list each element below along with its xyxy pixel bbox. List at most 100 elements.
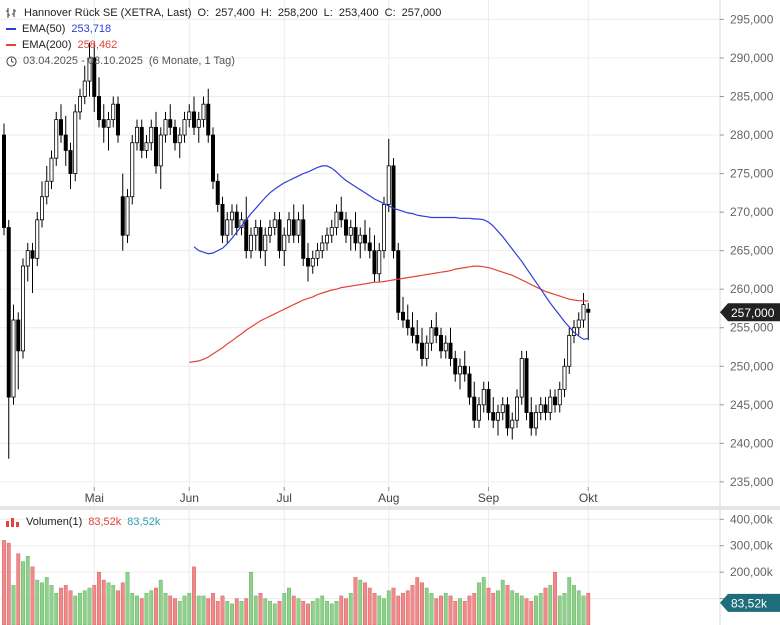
ema50-label: EMA(50): [22, 23, 66, 35]
month-label: Jun: [180, 491, 199, 505]
candle-body: [491, 412, 496, 421]
candle-body: [73, 111, 78, 174]
volume-bars-icon: [6, 518, 19, 527]
candle-body: [6, 227, 11, 398]
candle-body: [434, 327, 439, 336]
volume-bar: [258, 593, 263, 625]
candle-body: [358, 234, 363, 244]
candle-body: [16, 319, 21, 352]
candle-body: [158, 134, 163, 167]
candle-body: [220, 203, 225, 236]
volume-bar: [329, 603, 334, 625]
candle-body: [35, 219, 40, 259]
volume-bar: [524, 598, 529, 625]
chart-legend: Hannover Rück SE (XETRA, Last) O: 257,400…: [6, 5, 441, 69]
last-value-badges: 257,000 83,52k: [720, 303, 780, 612]
ema200-value: 258,462: [77, 39, 118, 51]
candle-body: [400, 311, 405, 321]
candle-body: [419, 342, 424, 359]
volume-bar: [44, 577, 49, 625]
candle-body: [20, 265, 25, 352]
candle-body: [153, 126, 158, 167]
volume-bar: [505, 585, 510, 625]
volume-bar: [139, 598, 144, 625]
candlestick-series: [2, 42, 591, 459]
candle-body: [87, 57, 92, 82]
candle-body: [548, 396, 553, 413]
candle-body: [63, 134, 68, 151]
volume-tick-label: 200,00k: [730, 565, 774, 579]
volume-bar: [135, 595, 139, 625]
volume-bar: [16, 553, 21, 625]
candle-body: [510, 419, 515, 429]
volume-bar: [35, 579, 40, 625]
last-volume-badge: 83,52k: [731, 596, 768, 610]
candle-body: [106, 119, 111, 128]
candle-body: [453, 358, 458, 375]
volume-bar: [87, 587, 92, 625]
close-value: 257,000: [401, 7, 442, 19]
volume-bar: [562, 593, 567, 625]
volume-bar: [534, 595, 538, 625]
volume-bar: [424, 587, 429, 625]
volume-bar: [163, 593, 168, 625]
last-volume-badge-bg: [720, 593, 780, 612]
price-tick-label: 265,000: [730, 244, 774, 258]
price-tick-label: 250,000: [730, 359, 774, 373]
volume-legend: Volumen(1) 83,52k 83,52k: [6, 516, 160, 528]
candle-body: [457, 365, 462, 375]
candle-body: [59, 119, 64, 136]
price-tick-label: 285,000: [730, 89, 774, 103]
volume-bar: [6, 542, 11, 625]
volume-bar: [353, 577, 358, 625]
candle-body: [229, 211, 234, 221]
volume-bar: [215, 601, 220, 625]
candle-body: [476, 404, 481, 421]
date-range: 03.04.2025 - 03.10.2025: [23, 55, 143, 67]
candle-body: [134, 126, 139, 144]
volume-bar: [192, 566, 196, 625]
volume-bar: [230, 603, 234, 625]
volume-bar: [467, 595, 472, 625]
volume-tick-label: 300,00k: [730, 539, 774, 553]
volume-bar: [576, 590, 581, 625]
volume-bar: [154, 587, 158, 625]
candle-body: [576, 319, 581, 329]
candle-body: [500, 404, 505, 413]
candle-body: [277, 219, 282, 252]
candle-body: [538, 404, 543, 413]
volume-bar: [420, 582, 424, 625]
price-tick-label: 280,000: [730, 128, 774, 142]
volume-bar: [234, 598, 239, 625]
candle-body: [443, 342, 448, 352]
volume-bar: [491, 593, 496, 625]
volume-bar: [111, 585, 116, 625]
volume-bar: [253, 595, 258, 625]
candle-body: [410, 327, 415, 336]
volume-bar: [372, 593, 377, 625]
volume-bar: [448, 595, 453, 625]
ohlc-icon: [6, 8, 16, 18]
candle-body: [362, 234, 367, 244]
price-tick-label: 260,000: [730, 282, 774, 296]
ema50-value: 253,718: [71, 23, 112, 35]
ema50-swatch: [6, 28, 16, 30]
candle-body: [149, 126, 154, 144]
volume-bar: [429, 593, 434, 625]
volume-bar: [101, 579, 106, 625]
volume-bar: [462, 601, 467, 625]
volume-bar: [543, 587, 548, 625]
candle-body: [130, 142, 135, 198]
volume-bar: [367, 587, 372, 625]
candle-body: [553, 396, 558, 406]
candle-body: [438, 335, 443, 352]
volume-bar: [2, 540, 6, 625]
volume-bar: [382, 598, 386, 625]
volume-bar: [187, 593, 192, 625]
candle-body: [424, 342, 429, 359]
volume-bar: [25, 556, 30, 625]
price-tick-label: 295,000: [730, 12, 774, 26]
ema200-swatch: [6, 44, 16, 46]
candle-body: [30, 250, 35, 259]
